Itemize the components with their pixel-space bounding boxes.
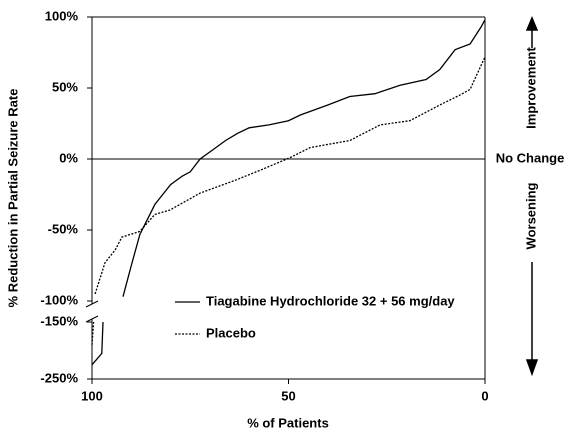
worsening-label: Worsening (523, 182, 538, 249)
y-axis-label: % Reduction in Partial Seizure Rate (5, 89, 20, 308)
legend-label: Placebo (206, 325, 256, 340)
axis-break (85, 300, 99, 308)
legend-label: Tiagabine Hydrochloride 32 + 56 mg/day (206, 293, 455, 308)
y-tick-label: 0% (59, 150, 78, 165)
x-tick-label: 50 (281, 388, 295, 403)
improvement-label: Improvement (523, 47, 538, 129)
y-tick-label: -50% (48, 221, 79, 236)
y-tick-label: 50% (52, 79, 78, 94)
no-change-label: No Change (496, 150, 565, 165)
axis-break (85, 315, 99, 323)
y-tick-label: -150% (40, 313, 78, 328)
y-tick-label: 100% (45, 8, 79, 23)
x-tick-label: 100 (81, 388, 103, 403)
y-tick-label: -100% (40, 292, 78, 307)
series-line (91, 56, 486, 345)
series-line (91, 19, 486, 366)
y-tick-label: -250% (40, 370, 78, 385)
x-axis-label: % of Patients (247, 415, 329, 430)
x-tick-label: 0 (481, 388, 488, 403)
direction-arrows (525, 16, 539, 377)
